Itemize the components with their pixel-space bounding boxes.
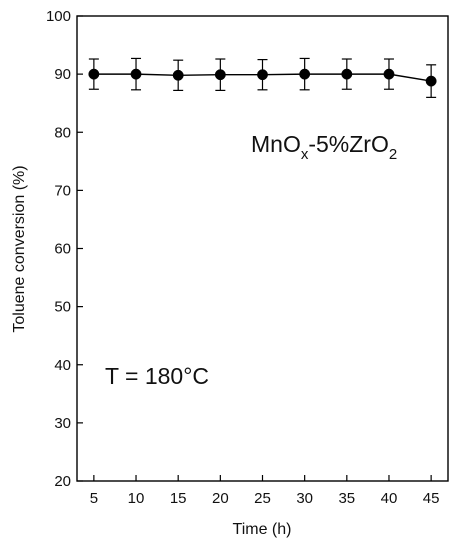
x-tick-label-35: 35 [338, 490, 355, 507]
data-point-10 [130, 68, 142, 80]
y-axis-ticks: 20 30 40 50 60 70 80 90 100 [46, 8, 83, 490]
conversion-series [88, 57, 437, 98]
y-tick-label-70: 70 [54, 182, 71, 199]
x-tick-label-45: 45 [423, 490, 440, 507]
y-tick-label-30: 30 [54, 415, 71, 432]
y-tick-label-90: 90 [54, 66, 71, 83]
x-tick-label-15: 15 [170, 490, 187, 507]
x-tick-label-25: 25 [254, 490, 271, 507]
catalyst-annotation: MnOx-5%ZrO2 [251, 131, 397, 163]
x-tick-label-10: 10 [128, 490, 145, 507]
data-point-5 [88, 68, 100, 80]
data-point-30 [299, 68, 311, 80]
y-axis-label: Toluene conversion (%) [11, 165, 28, 332]
data-point-25 [257, 69, 268, 81]
y-tick-label-100: 100 [46, 8, 71, 25]
catalyst-subscript-2: 2 [389, 146, 397, 163]
catalyst-prefix: MnO [251, 131, 301, 157]
plot-frame [76, 15, 449, 482]
temperature-annotation: T = 180°C [105, 363, 209, 389]
catalyst-middle: -5%ZrO [308, 131, 389, 157]
x-axis-ticks: 5 10 15 20 25 30 35 40 45 [90, 475, 440, 507]
catalyst-subscript-x: x [301, 146, 309, 163]
y-tick-label-80: 80 [54, 124, 71, 141]
x-tick-label-40: 40 [381, 490, 398, 507]
y-tick-label-40: 40 [54, 357, 71, 374]
data-point-40 [383, 68, 395, 80]
y-tick-label-60: 60 [54, 241, 71, 258]
data-point-20 [214, 69, 226, 81]
x-tick-label-30: 30 [296, 490, 313, 507]
x-tick-label-5: 5 [90, 490, 98, 507]
plot-background [77, 16, 448, 481]
y-tick-label-50: 50 [54, 299, 71, 316]
x-axis-label: Time (h) [233, 521, 292, 538]
x-tick-label-20: 20 [212, 490, 229, 507]
data-point-15 [172, 69, 184, 81]
data-point-35 [341, 68, 353, 80]
y-tick-label-20: 20 [54, 473, 71, 490]
data-point-45 [425, 75, 437, 87]
